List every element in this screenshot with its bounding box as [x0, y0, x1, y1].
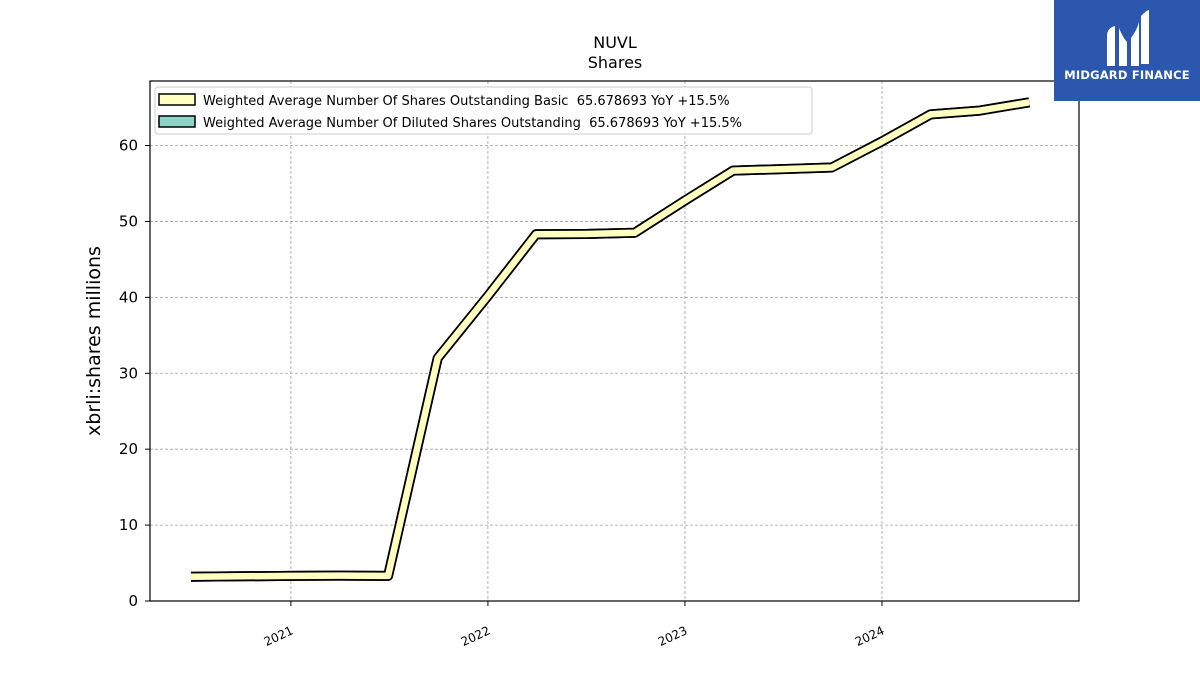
legend-label-basic: Weighted Average Number Of Shares Outsta… [203, 94, 730, 109]
series-line-diluted-outline [190, 97, 1031, 582]
series-lines [190, 97, 1031, 582]
logo-mark-icon [1107, 10, 1149, 66]
x-tick-label: 2024 [853, 623, 887, 649]
legend-label-diluted: Weighted Average Number Of Diluted Share… [203, 116, 742, 131]
y-tick-label: 40 [119, 288, 138, 306]
y-tick-label: 10 [119, 516, 138, 534]
legend-swatch-basic [158, 93, 196, 106]
y-axis-label: xbrli:shares millions [83, 246, 105, 436]
y-tick-label: 60 [119, 137, 138, 155]
y-tick-label: 30 [119, 364, 138, 382]
x-tick-label: 2021 [262, 623, 296, 649]
y-tick-label: 50 [119, 212, 138, 230]
y-tick-label: 20 [119, 440, 138, 458]
plot-frame [149, 80, 1080, 602]
logo-text: MIDGARD FINANCE [1064, 68, 1190, 82]
x-tick-label: 2022 [459, 623, 493, 649]
series-line-basic-outline [190, 97, 1031, 582]
y-tick-label: 0 [128, 592, 138, 610]
legend: Weighted Average Number Of Shares Outsta… [154, 86, 813, 135]
chart-subtitle: Shares [588, 53, 643, 72]
legend-frame [154, 86, 813, 135]
series-line-diluted [190, 99, 1030, 580]
x-tick-label: 2023 [656, 623, 690, 649]
series-line-basic [190, 99, 1030, 580]
chart-title: NUVL [593, 33, 637, 52]
midgard-finance-logo: MIDGARD FINANCE [1054, 0, 1200, 101]
grid [150, 81, 1079, 601]
legend-swatch-diluted [158, 115, 196, 128]
